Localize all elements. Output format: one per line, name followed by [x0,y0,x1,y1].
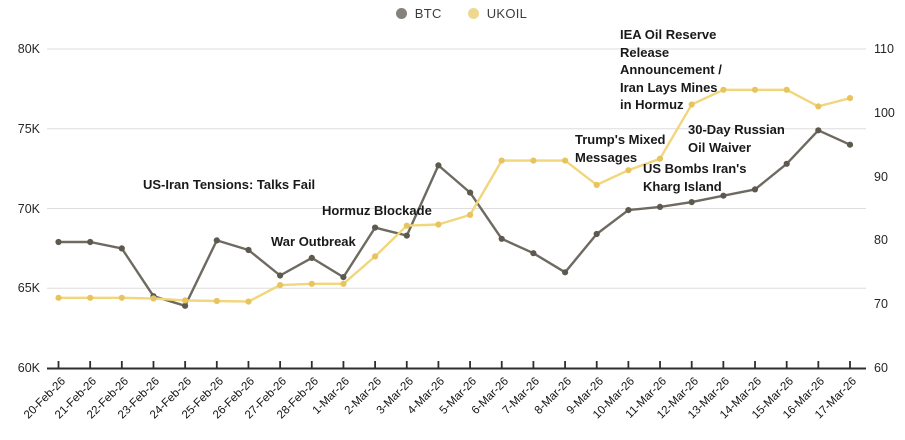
legend-item-ukoil[interactable]: UKOIL [467,6,528,21]
data-point-btc [783,160,790,167]
data-point-btc [182,302,189,309]
data-point-btc [245,246,252,254]
data-point-ukoil [245,298,252,305]
data-point-ukoil [118,294,125,301]
y-axis-label-left: 80K [17,42,40,56]
data-point-ukoil [55,294,62,301]
data-point-ukoil [467,211,474,218]
y-axis-label-left: 70K [17,201,40,216]
chart-annotation: Hormuz Blockade [322,203,432,218]
data-point-btc [751,186,759,193]
data-point-ukoil [562,157,569,164]
y-axis-label-right: 100 [874,105,895,120]
chart-annotation: IEA Oil Reserve Release Announcement / Iran… [620,27,722,112]
y-axis-label-right: 90 [874,169,888,184]
series-line-btc [57,129,852,307]
data-point-ukoil [372,253,379,260]
legend-dot-btc-icon [395,8,407,19]
y-axis-label-right: 60 [874,361,888,375]
chart-annotation: US Bombs Iran's Kharg Island [643,161,747,194]
data-point-ukoil [815,103,822,110]
data-point-ukoil [846,95,854,102]
data-point-ukoil [435,221,442,228]
data-point-ukoil [277,282,284,289]
y-axis-label-right: 110 [874,42,894,56]
data-point-ukoil [213,297,220,305]
data-point-btc [815,127,822,134]
data-point-ukoil [688,101,695,108]
data-point-btc [118,245,125,252]
data-point-ukoil [625,167,632,174]
data-point-ukoil [720,86,727,93]
data-point-ukoil [498,157,505,164]
data-point-btc [403,232,410,239]
data-point-btc [562,269,569,276]
data-point-ukoil [593,181,600,188]
data-point-btc [340,274,347,281]
data-point-ukoil [150,295,157,302]
chart-annotation: Trump's Mixed Messages [575,132,666,165]
data-point-ukoil [182,297,189,304]
y-axis-label-left: 65K [17,281,40,296]
data-point-btc [846,141,854,148]
data-point-ukoil [340,280,347,287]
series-line-ukoil [57,88,852,303]
data-point-btc [720,192,727,199]
legend-label-btc: BTC [414,6,442,21]
data-point-btc [277,272,284,279]
data-point-ukoil [530,157,537,164]
data-point-btc [308,254,315,261]
data-point-ukoil [783,86,790,93]
data-point-btc [435,162,442,169]
data-point-btc [593,230,600,238]
data-point-btc [498,235,505,242]
y-axis-label-right: 80 [874,233,888,248]
data-point-btc [688,199,695,206]
data-point-btc [467,189,474,196]
data-point-btc [656,203,664,210]
chart-annotation: US-Iran Tensions: Talks Fail [143,177,316,192]
data-point-btc [372,224,379,231]
data-point-btc [625,207,632,214]
chart-legend: BTC UKOIL [0,6,905,21]
chart-annotation: War Outbreak [271,234,356,249]
data-point-btc [530,250,537,257]
y-axis-label-left: 60K [17,361,40,375]
data-point-ukoil [308,280,315,287]
data-point-btc [213,237,220,244]
data-point-btc [87,238,94,246]
data-point-ukoil [751,86,759,93]
y-axis-label-left: 75K [17,121,40,136]
data-point-ukoil [403,222,410,229]
y-axis-label-right: 70 [874,297,888,312]
data-point-btc [55,238,62,246]
chart-annotation: 30-Day Russian Oil Waiver [688,122,785,155]
legend-label-ukoil: UKOIL [486,6,528,21]
legend-item-btc[interactable]: BTC [395,6,442,21]
legend-dot-ukoil-icon [467,8,479,19]
data-point-ukoil [87,294,94,301]
data-point-ukoil [656,155,664,162]
